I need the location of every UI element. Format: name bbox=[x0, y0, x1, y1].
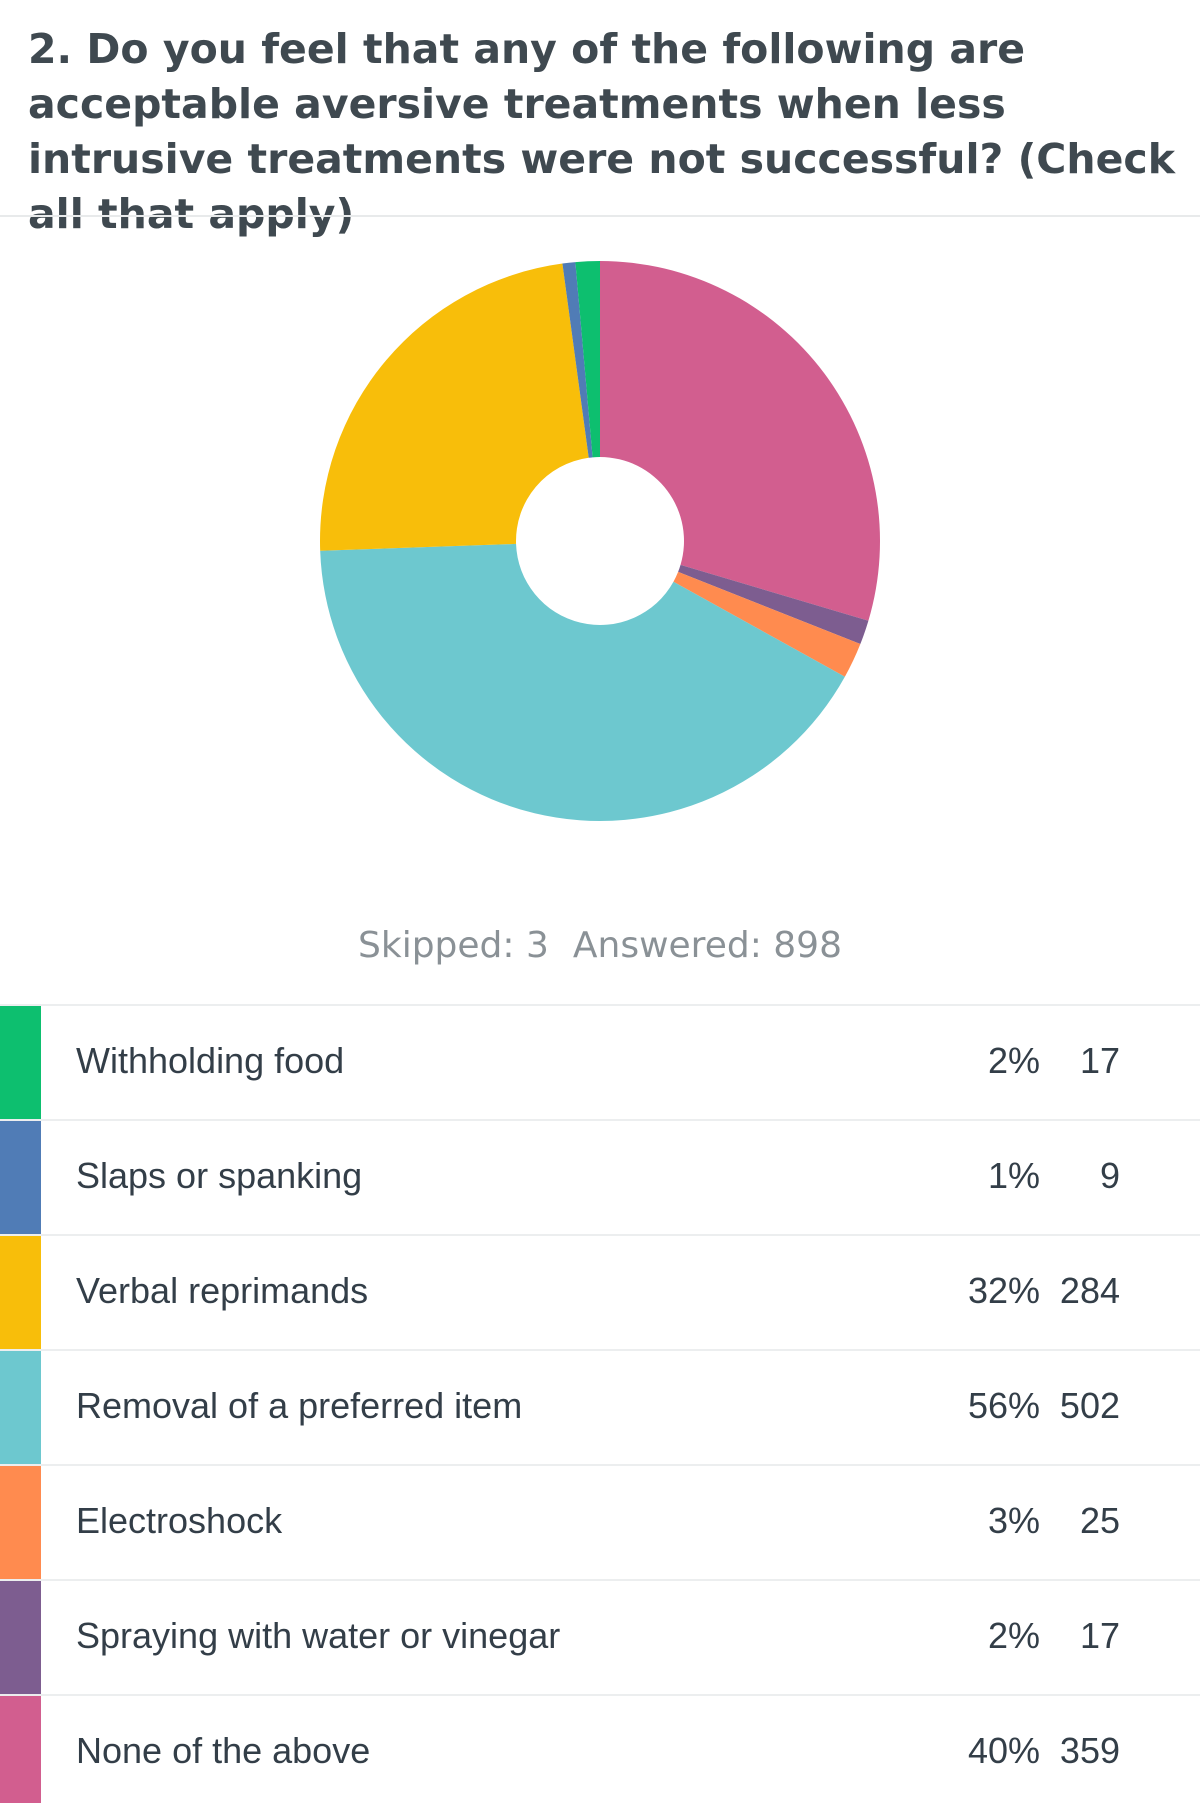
divider bbox=[0, 215, 1200, 217]
answer-percent: 2% bbox=[987, 1615, 1040, 1656]
answer-label: None of the above bbox=[76, 1730, 371, 1771]
pie-slice bbox=[320, 263, 589, 551]
color-swatch bbox=[0, 1351, 41, 1464]
pie-slice bbox=[320, 543, 845, 821]
answer-label: Electroshock bbox=[76, 1500, 283, 1541]
answer-percent: 1% bbox=[987, 1155, 1040, 1196]
pie-slice bbox=[600, 261, 880, 621]
answered: Answered: 898 bbox=[572, 925, 842, 966]
answer-percent: 56% bbox=[967, 1385, 1040, 1426]
answer-count: 17 bbox=[1079, 1615, 1120, 1656]
pie-chart bbox=[320, 261, 880, 821]
question-title: 2. Do you feel that any of the following… bbox=[28, 25, 1175, 238]
skipped: Skipped: 3 bbox=[358, 925, 549, 966]
color-swatch bbox=[0, 1006, 41, 1119]
answer-label: Slaps or spanking bbox=[76, 1155, 363, 1196]
answer-percent: 40% bbox=[967, 1730, 1040, 1771]
answer-row: Slaps or spanking 1% 9 bbox=[0, 1119, 1200, 1234]
pie-slice bbox=[678, 564, 869, 645]
answer-row: Electroshock 3% 25 bbox=[0, 1464, 1200, 1579]
color-swatch bbox=[0, 1466, 41, 1579]
answer-row: Verbal reprimands 32% 284 bbox=[0, 1234, 1200, 1349]
answer-percent: 3% bbox=[987, 1500, 1040, 1541]
answer-row: Removal of a preferred item 56% 502 bbox=[0, 1349, 1200, 1464]
answer-row: Withholding food 2% 17 bbox=[0, 1004, 1200, 1119]
answer-count: 284 bbox=[1059, 1270, 1120, 1311]
answer-table: Withholding food 2% 17 Slaps or spanking 1% 9… bbox=[0, 1004, 1200, 1803]
answer-label: Spraying with water or vinegar bbox=[76, 1615, 561, 1656]
response-stats: Skipped: 3 Answered: 898 bbox=[0, 925, 1200, 966]
pie-slice bbox=[562, 262, 593, 458]
answer-count: 9 bbox=[1099, 1155, 1120, 1196]
answer-label: Withholding food bbox=[76, 1040, 345, 1081]
color-swatch bbox=[0, 1581, 41, 1694]
color-swatch bbox=[0, 1236, 41, 1349]
answer-count: 17 bbox=[1079, 1040, 1120, 1081]
answer-label: Removal of a preferred item bbox=[76, 1385, 523, 1426]
answer-label: Verbal reprimands bbox=[76, 1270, 369, 1311]
color-swatch bbox=[0, 1696, 41, 1803]
answer-count: 359 bbox=[1059, 1730, 1120, 1771]
answer-row: None of the above 40% 359 bbox=[0, 1694, 1200, 1803]
answer-percent: 32% bbox=[967, 1270, 1040, 1311]
color-swatch bbox=[0, 1121, 41, 1234]
answer-count: 25 bbox=[1079, 1500, 1120, 1541]
answer-count: 502 bbox=[1059, 1385, 1120, 1426]
answer-row: Spraying with water or vinegar 2% 17 bbox=[0, 1579, 1200, 1694]
answer-percent: 2% bbox=[987, 1040, 1040, 1081]
pie-slice bbox=[575, 261, 600, 458]
pie-slice bbox=[673, 571, 861, 677]
